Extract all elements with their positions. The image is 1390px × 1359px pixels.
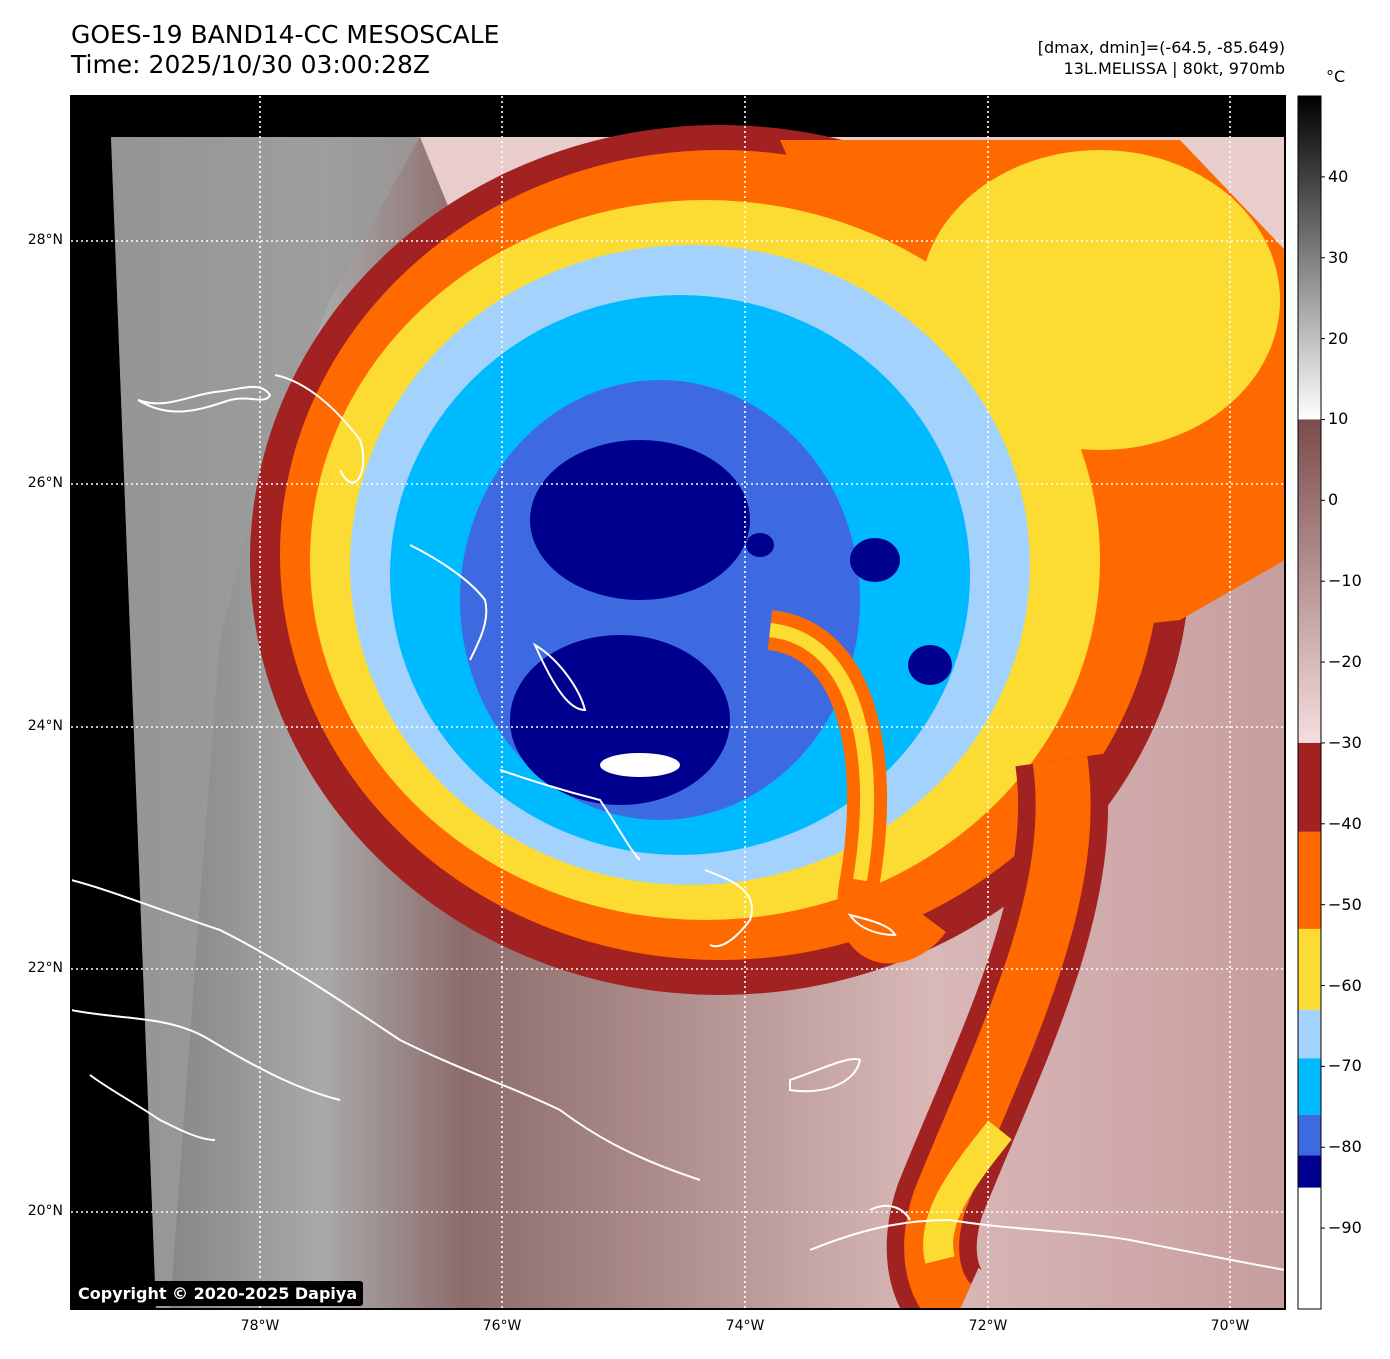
clear-sky-region: [111, 137, 420, 1309]
longitude-label: 76°W: [482, 1318, 522, 1334]
colorbar-tick-label: −30: [1328, 732, 1362, 752]
colorbar-tick-label: −60: [1328, 975, 1362, 995]
longitude-label: 72°W: [968, 1318, 1008, 1334]
map-border: [70, 95, 1286, 1310]
colorbar-segment: [1298, 742, 1321, 832]
colorbar-segment: [1298, 1009, 1321, 1059]
colorbar-tick-label: 40: [1328, 166, 1349, 186]
latitude-label: 22°N: [27, 960, 63, 976]
colorbar-unit: °C: [1326, 67, 1346, 86]
colorbar-tick-label: 10: [1328, 409, 1349, 429]
coastlines: [71, 374, 1285, 1271]
feeder-band-yellow: [923, 1120, 1012, 1264]
colorbar-tick-label: −70: [1328, 1056, 1362, 1076]
convective-cell-1: [850, 538, 900, 582]
latitude-label: 20°N: [27, 1203, 63, 1219]
longitude-label: 70°W: [1210, 1318, 1250, 1334]
title-line-2: Time: 2025/10/30 03:00:28Z: [71, 50, 430, 79]
feeder-band-orange: [904, 756, 1091, 1309]
very-cold-top-north: [530, 440, 750, 600]
colorbar-tick-label: −10: [1328, 571, 1362, 591]
convective-cell-2: [908, 645, 952, 685]
rainband-yellow: [769, 623, 875, 882]
colorbar-segment: [1298, 419, 1321, 743]
colorbar-segment: [1298, 1114, 1321, 1156]
colorbar-segment: [1298, 96, 1321, 420]
colorbar-segment: [1298, 928, 1321, 1010]
longitude-label: 78°W: [240, 1318, 280, 1334]
colorbar-frame: [1297, 95, 1322, 1310]
colorbar-tick-label: 30: [1328, 247, 1349, 267]
range-text: [dmax, dmin]=(-64.5, -85.649): [1037, 38, 1285, 57]
longitude-label: 74°W: [725, 1318, 765, 1334]
latitude-label: 24°N: [27, 718, 63, 734]
storm-info: [dmax, dmin]=(-64.5, -85.649) 13L.MELISS…: [1038, 37, 1285, 79]
colorbar-tick-label: −80: [1328, 1137, 1362, 1157]
colorbar-segment: [1298, 831, 1321, 929]
colorbar-tick-label: −20: [1328, 652, 1362, 672]
colorbar-segment: [1298, 1058, 1321, 1115]
colorbar-tick-label: −50: [1328, 894, 1362, 914]
colorbar-tick-label: −40: [1328, 813, 1362, 833]
chart-title: GOES-19 BAND14-CC MESOSCALE Time: 2025/1…: [71, 20, 499, 80]
colorbar-tick-label: 0: [1328, 490, 1339, 510]
colorbar-tick-label: −90: [1328, 1218, 1362, 1238]
colorbar-segment: [1298, 1187, 1321, 1309]
copyright-label: Copyright © 2020-2025 Dapiya: [72, 1281, 364, 1306]
colorbar-tick-label: 20: [1328, 328, 1349, 348]
title-line-1: GOES-19 BAND14-CC MESOSCALE: [71, 20, 500, 49]
gridlines: [71, 96, 1285, 1309]
latitude-label: 26°N: [27, 475, 63, 491]
overshooting-top: [600, 753, 680, 777]
storm-text: 13L.MELISSA | 80kt, 970mb: [1063, 59, 1285, 78]
latitude-label: 28°N: [27, 232, 63, 248]
colorbar-segment: [1298, 1155, 1321, 1188]
colorbar: [1297, 95, 1325, 1310]
convective-cell-3: [746, 533, 774, 557]
